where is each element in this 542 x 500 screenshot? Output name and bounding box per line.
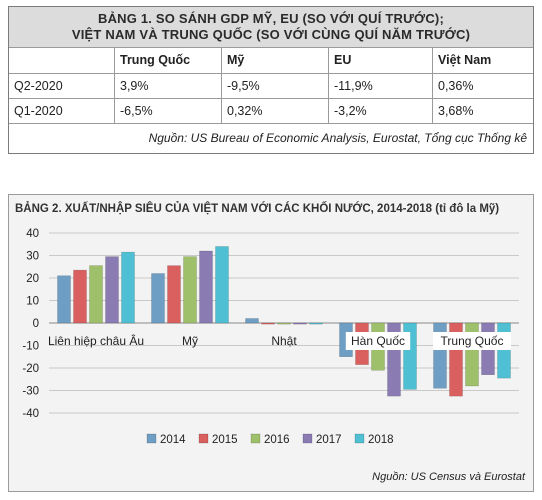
table-row: Q1-2020 -6,5% 0,32% -3,2% 3,68% (9, 98, 533, 124)
table1-header-cell (9, 48, 114, 73)
legend-label: 2016 (264, 434, 290, 446)
bar-2018-2 (309, 322, 323, 325)
bar-2015-1 (167, 265, 181, 324)
table-cell: 0,32% (221, 99, 328, 124)
bars (57, 246, 511, 397)
bar-2017-1 (199, 250, 213, 324)
table-cell: 3,68% (432, 99, 535, 124)
legend: 2014 2015 2016 2017 2018 (146, 433, 394, 446)
bar-2018-4 (497, 322, 511, 379)
gdp-comparison-table: BẢNG 1. SO SÁNH GDP MỸ, EU (SO VỚI QUÍ T… (8, 6, 534, 154)
category-label: Hàn Quốc (351, 334, 405, 348)
y-tick-label: -40 (22, 408, 39, 420)
bar-2014-2 (245, 318, 259, 324)
category-label-bg (433, 332, 511, 350)
table-cell: -11,9% (328, 74, 432, 99)
bar-2018-1 (215, 246, 229, 324)
table-cell: -3,2% (328, 99, 432, 124)
chart-title: BẢNG 2. XUẤT/NHẬP SIÊU CỦA VIỆT NAM VỚI … (15, 203, 500, 215)
table1-header-cell: EU (328, 48, 432, 73)
table1-title-line2: VIỆT NAM VÀ TRUNG QUỐC (SO VỚI CÙNG QUÍ … (71, 27, 471, 42)
category-label: Nhật (271, 334, 297, 348)
legend-swatch (302, 433, 313, 444)
category-label: Liên hiệp châu Âu (48, 333, 144, 348)
chart-source: Nguồn: US Census và Eurostat (372, 471, 525, 483)
category-label: Mỹ (182, 334, 198, 348)
category-label-bg (345, 332, 411, 350)
table-cell: Q2-2020 (14, 79, 63, 93)
legend-swatch (250, 433, 261, 444)
table1-title-line1: BẢNG 1. SO SÁNH GDP MỸ, EU (SO VỚI QUÍ T… (97, 11, 444, 26)
bar-2016-0 (89, 265, 103, 324)
category-labels: Liên hiệp châu Âu Mỹ Nhật Hàn Quốc Trung Quố… (48, 332, 511, 350)
y-tick-label: 30 (26, 251, 39, 263)
legend-swatch (146, 433, 157, 444)
y-tick-label: -30 (22, 386, 39, 398)
table-cell: -6,5% (114, 99, 221, 124)
y-tick-label: 40 (26, 228, 39, 240)
trade-balance-chart-panel: BẢNG 2. XUẤT/NHẬP SIÊU CỦA VIỆT NAM VỚI … (8, 194, 534, 492)
bar-2017-2 (293, 322, 307, 325)
y-axis-ticks: 40 30 20 10 0 -10 -20 -30 -40 (22, 228, 39, 420)
legend-label: 2018 (368, 434, 394, 446)
bar-2015-0 (73, 269, 87, 324)
table1-title: BẢNG 1. SO SÁNH GDP MỸ, EU (SO VỚI QUÍ T… (9, 7, 533, 47)
table-cell: -9,5% (221, 74, 328, 99)
y-tick-label: 0 (33, 318, 39, 330)
bar-2016-1 (183, 256, 197, 324)
table-cell: 3,9% (114, 74, 221, 99)
legend-label: 2017 (316, 434, 342, 446)
legend-label: 2015 (212, 434, 238, 446)
table1-header-row: Trung Quốc Mỹ EU Việt Nam (9, 47, 533, 73)
legend-swatch (198, 433, 209, 444)
bar-2015-2 (261, 322, 275, 325)
table1-header-cell: Mỹ (221, 48, 328, 73)
bar-2017-0 (105, 256, 119, 324)
table1-source: Nguồn: US Bureau of Economic Analysis, E… (9, 123, 533, 153)
y-tick-label: 10 (26, 296, 39, 308)
table-row: Q2-2020 3,9% -9,5% -11,9% 0,36% (9, 73, 533, 99)
table-cell: 0,36% (432, 74, 535, 99)
y-tick-label: -20 (22, 363, 39, 375)
legend-swatch (354, 433, 365, 444)
category-label: Trung Quốc (441, 334, 504, 348)
bar-2014-0 (57, 275, 71, 324)
trade-balance-bar-chart: 40 30 20 10 0 -10 -20 -30 -40 Liên hiệp châu Âu M… (22, 228, 519, 446)
table1-header-cell: Việt Nam (432, 48, 535, 73)
legend-label: 2014 (160, 434, 186, 446)
bar-2018-0 (121, 251, 135, 324)
table-cell: Q1-2020 (14, 104, 63, 118)
y-tick-label: 20 (26, 273, 39, 285)
table1-header-cell: Trung Quốc (114, 48, 221, 73)
bar-2016-2 (277, 322, 291, 325)
y-tick-label: -10 (22, 341, 39, 353)
bar-2014-1 (151, 273, 165, 324)
